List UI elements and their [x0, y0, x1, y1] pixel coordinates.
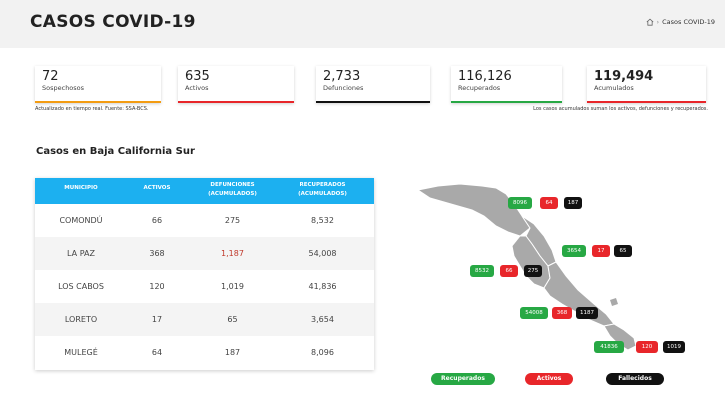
stat-label: Acumulados — [594, 84, 634, 92]
legend-fallecidos: Fallecidos — [606, 373, 664, 385]
cell-activos: 66 — [151, 216, 163, 225]
cell-activos: 120 — [149, 282, 165, 291]
stat-value: 116,126 — [458, 69, 512, 84]
th-recuperados: RECUPERADOS (ACUMULADOS) — [298, 182, 347, 197]
th-activos: ACTIVOS — [143, 185, 171, 191]
breadcrumb-separator: › — [656, 18, 660, 26]
breadcrumb-current: Casos COVID-19 — [662, 18, 715, 26]
section-title: Casos en Baja California Sur — [36, 146, 195, 157]
cell-defunciones: 1,019 — [221, 282, 244, 291]
accumulated-note: Los casos acumulados suman los activos, … — [533, 106, 708, 112]
map-island — [610, 298, 618, 306]
cell-recuperados: 8,532 — [311, 216, 334, 225]
cell-activos: 368 — [149, 249, 165, 258]
update-note: Actualizado en tiempo real. Fuente: SSA-… — [35, 106, 149, 112]
map-lapaz-recuperados: 54008 — [520, 307, 548, 319]
th-defunciones: DEFUNCIONES (ACUMULADOS) — [208, 182, 257, 197]
map-comondu-recuperados: 8532 — [470, 265, 494, 277]
map-loscabos-fallecidos: 1019 — [663, 341, 685, 353]
cell-activos: 64 — [151, 348, 163, 357]
stat-acumulados: 119,494 Acumulados — [587, 66, 706, 103]
bcs-map: 8096 64 187 3654 17 65 8532 66 275 54008… — [410, 180, 700, 365]
stat-label: Recuperados — [458, 84, 501, 92]
map-loreto-recuperados: 3654 — [562, 245, 586, 257]
cases-table: MUNICIPIO ACTIVOS DEFUNCIONES (ACUMULADO… — [35, 178, 374, 370]
table-row: LORETO 17 65 3,654 — [35, 303, 374, 336]
map-loscabos-activos: 120 — [636, 341, 658, 353]
map-mulege-fallecidos: 187 — [564, 197, 582, 209]
breadcrumb: › Casos COVID-19 — [646, 18, 715, 26]
th-municipio: MUNICIPIO — [64, 185, 98, 191]
stat-recuperados: 116,126 Recuperados — [451, 66, 562, 103]
map-loreto-fallecidos: 65 — [614, 245, 632, 257]
cell-municipio: LOS CABOS — [58, 282, 104, 291]
cell-defunciones: 275 — [224, 216, 241, 225]
cell-defunciones: 65 — [227, 315, 238, 324]
map-comondu-activos: 66 — [500, 265, 518, 277]
legend-recuperados: Recuperados — [431, 373, 495, 385]
stat-activos: 635 Activos — [178, 66, 294, 103]
cell-recuperados: 3,654 — [311, 315, 334, 324]
stat-label: Defunciones — [323, 84, 364, 92]
table-row: LA PAZ 368 1,187 54,008 — [35, 237, 374, 270]
stat-value: 119,494 — [594, 69, 654, 84]
page-header: CASOS COVID-19 › Casos COVID-19 — [0, 0, 725, 48]
map-mulege-recuperados: 8096 — [508, 197, 532, 209]
stat-label: Activos — [185, 84, 209, 92]
cell-recuperados: 41,836 — [308, 282, 337, 291]
table-row: LOS CABOS 120 1,019 41,836 — [35, 270, 374, 303]
page-title: CASOS COVID-19 — [30, 12, 196, 32]
cell-defunciones: 187 — [224, 348, 241, 357]
stat-defunciones: 2,733 Defunciones — [316, 66, 430, 103]
map-loscabos-recuperados: 41836 — [594, 341, 624, 353]
map-lapaz-fallecidos: 1187 — [576, 307, 598, 319]
cell-municipio: COMONDÚ — [59, 216, 103, 225]
table-header: MUNICIPIO ACTIVOS DEFUNCIONES (ACUMULADO… — [35, 178, 374, 204]
table-row: MULEGÉ 64 187 8,096 — [35, 336, 374, 369]
cell-municipio: MULEGÉ — [64, 348, 98, 357]
cell-municipio: LORETO — [64, 315, 98, 324]
legend-activos: Activos — [525, 373, 573, 385]
cell-recuperados: 54,008 — [308, 249, 337, 258]
table-row: COMONDÚ 66 275 8,532 — [35, 204, 374, 237]
map-comondu-fallecidos: 275 — [524, 265, 542, 277]
cell-activos: 17 — [151, 315, 163, 324]
stat-sospechosos: 72 Sospechosos — [35, 66, 161, 103]
map-lapaz-activos: 368 — [552, 307, 572, 319]
cell-municipio: LA PAZ — [67, 249, 95, 258]
stat-value: 2,733 — [323, 69, 361, 84]
home-icon[interactable] — [646, 18, 654, 26]
stat-value: 635 — [185, 69, 210, 84]
map-mulege-activos: 64 — [540, 197, 558, 209]
stat-label: Sospechosos — [42, 84, 85, 92]
cell-defunciones: 1,187 — [221, 249, 244, 258]
stat-value: 72 — [42, 69, 59, 84]
map-loreto-activos: 17 — [592, 245, 610, 257]
map-region-mulege[interactable] — [416, 183, 531, 237]
cell-recuperados: 8,096 — [311, 348, 334, 357]
